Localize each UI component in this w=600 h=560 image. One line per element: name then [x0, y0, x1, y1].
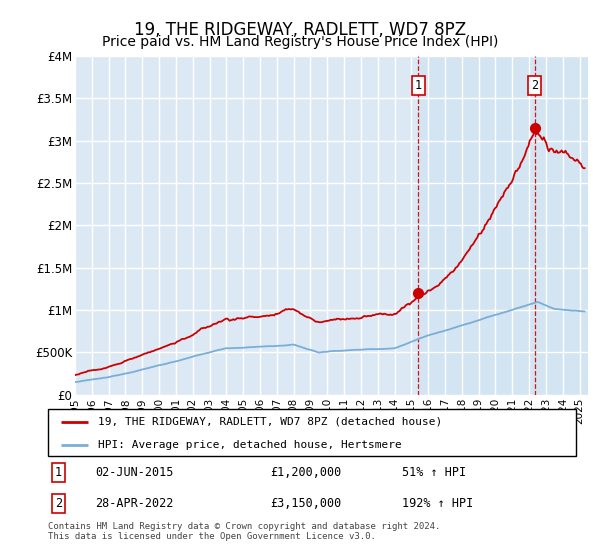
Text: 1: 1	[415, 79, 422, 92]
Text: HPI: Average price, detached house, Hertsmere: HPI: Average price, detached house, Hert…	[98, 440, 402, 450]
Text: 02-JUN-2015: 02-JUN-2015	[95, 465, 174, 479]
Bar	[418, 56, 588, 395]
Text: 2: 2	[55, 497, 62, 510]
Text: £3,150,000: £3,150,000	[270, 497, 341, 510]
Text: 1: 1	[55, 465, 62, 479]
Text: 19, THE RIDGEWAY, RADLETT, WD7 8PZ (detached house): 19, THE RIDGEWAY, RADLETT, WD7 8PZ (deta…	[98, 417, 442, 427]
Text: 28-APR-2022: 28-APR-2022	[95, 497, 174, 510]
Text: Price paid vs. HM Land Registry's House Price Index (HPI): Price paid vs. HM Land Registry's House …	[102, 35, 498, 49]
Text: Contains HM Land Registry data © Crown copyright and database right 2024.
This d: Contains HM Land Registry data © Crown c…	[48, 522, 440, 542]
Text: 19, THE RIDGEWAY, RADLETT, WD7 8PZ: 19, THE RIDGEWAY, RADLETT, WD7 8PZ	[134, 21, 466, 39]
Text: 192% ↑ HPI: 192% ↑ HPI	[402, 497, 473, 510]
Text: 51% ↑ HPI: 51% ↑ HPI	[402, 465, 466, 479]
Text: 2: 2	[531, 79, 538, 92]
Text: £1,200,000: £1,200,000	[270, 465, 341, 479]
